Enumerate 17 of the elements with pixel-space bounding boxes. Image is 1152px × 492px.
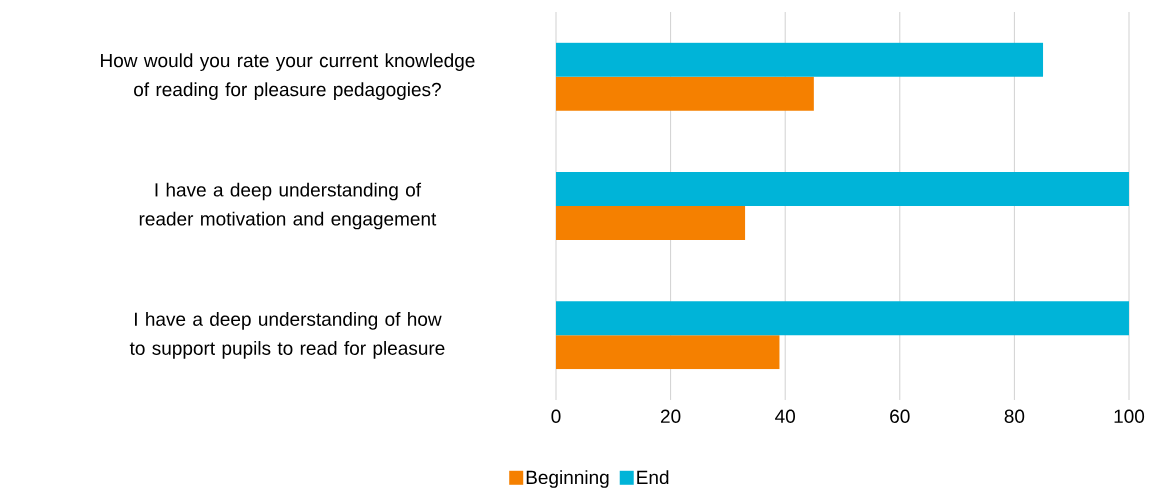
bar <box>556 206 746 240</box>
x-tick-label: 80 <box>1004 409 1025 423</box>
x-tick-label: 40 <box>775 409 796 423</box>
bar <box>556 301 1129 336</box>
bar <box>556 172 1129 206</box>
bar <box>556 42 1044 77</box>
y-tick-label: I have a deep understanding of how to support pupils to read for pleasure <box>129 311 445 359</box>
bar <box>556 76 814 111</box>
bar <box>556 335 780 370</box>
legend-label: Beginning <box>526 470 609 488</box>
x-tick-label: 100 <box>1114 409 1145 423</box>
y-tick-label: I have a deep understanding of reader motivation and engagement <box>139 182 437 230</box>
y-tick-label: How would you rate your current knowledge of reading for pleasure pedagogies? <box>101 53 475 101</box>
x-tick-label: 60 <box>890 409 910 423</box>
x-tick-label: 20 <box>660 409 681 423</box>
legend-label: End <box>637 470 669 485</box>
x-tick-label: 0 <box>551 409 561 423</box>
